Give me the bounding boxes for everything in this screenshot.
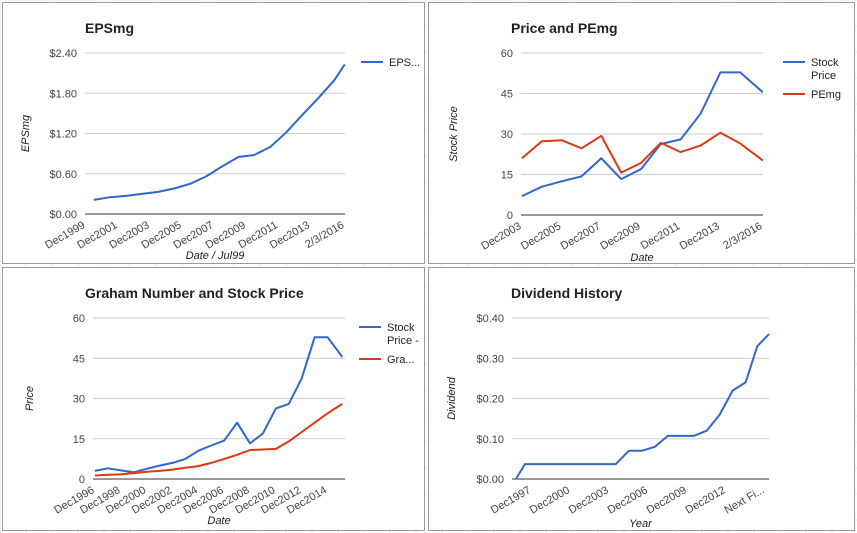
x-tick-label: 2/3/2016 — [721, 220, 764, 252]
x-tick-label: Dec2003 — [479, 220, 523, 252]
y-tick-label: 60 — [501, 48, 513, 60]
legend-label: Gra... — [387, 354, 415, 366]
y-tick-label: $0.30 — [476, 353, 504, 365]
y-tick-label: $0.40 — [476, 313, 504, 325]
x-tick-label: Dec2003 — [567, 484, 611, 516]
y-axis-title: Price — [24, 386, 36, 411]
y-tick-label: $0.00 — [49, 209, 77, 221]
y-tick-label: $0.10 — [476, 434, 504, 446]
y-tick-label: 0 — [507, 210, 513, 222]
x-tick-label: Dec2013 — [678, 220, 722, 252]
x-tick-label: Dec2012 — [684, 484, 728, 516]
chart-title: Graham Number and Stock Price — [85, 285, 304, 301]
dividend-chart-panel: Dividend History $0.00 $0.10 $0.20 $0.30 $0.4… — [428, 267, 855, 531]
y-tick-label: 45 — [501, 89, 513, 101]
y-tick-label: 30 — [501, 129, 513, 141]
chart-title: EPSmg — [85, 20, 134, 36]
y-tick-label: 15 — [73, 434, 85, 446]
x-tick-label: Dec2011 — [639, 220, 682, 252]
y-tick-label: $0.00 — [476, 474, 504, 486]
price-pe-chart-panel: Price and PEmg 0 15 30 45 60 Dec2003 Dec2005 Dec… — [428, 2, 855, 264]
legend-label-line: Price - — [387, 335, 419, 347]
x-axis-title: Date — [630, 252, 653, 264]
x-tick-label: 2/3/2016 — [303, 219, 346, 251]
x-tick-label: Dec2000 — [528, 484, 572, 516]
series-line — [94, 403, 343, 477]
x-tick-label: Dec2005 — [519, 220, 563, 252]
eps-chart: EPSmg$0.00$0.60$1.20$1.80$2.40Dec1999Dec… — [20, 20, 420, 262]
x-axis-title: Date — [207, 515, 230, 527]
x-tick-label: Dec2006 — [606, 484, 650, 516]
y-tick-label: $0.20 — [476, 394, 504, 406]
y-tick-label: 60 — [73, 313, 85, 325]
legend-label: PEmg — [811, 89, 841, 101]
y-tick-label: 30 — [73, 394, 85, 406]
eps-chart-panel: EPSmg $0.00 $0.60 $1.20 $1.80 $2.40 Dec1999 Dec… — [2, 2, 425, 264]
y-tick-label: $0.60 — [49, 169, 77, 181]
legend-label-line: Price — [811, 70, 836, 82]
y-tick-label: 15 — [501, 170, 513, 182]
graham-chart: Graham Number and Stock Price015304560De… — [24, 285, 419, 527]
y-tick-label: $1.80 — [49, 88, 77, 100]
x-tick-label: Dec2009 — [598, 220, 642, 252]
chart-title: Dividend History — [511, 285, 622, 301]
x-axis-title: Year — [629, 518, 653, 530]
y-axis-title: Dividend — [446, 376, 458, 420]
series-line — [515, 333, 770, 480]
x-tick-label: Dec1997 — [489, 484, 533, 516]
legend-label-line: Stock — [811, 57, 839, 69]
series-line — [94, 336, 344, 474]
y-axis-title: Stock Price — [448, 106, 460, 162]
y-tick-label: 45 — [73, 353, 85, 365]
chart-title: Price and PEmg — [511, 20, 618, 36]
x-tick-label: Dec2009 — [645, 484, 689, 516]
dividend-chart: Dividend History $0.00 $0.10 $0.20 $0.30 $0.4… — [446, 285, 770, 530]
y-tick-label: 0 — [79, 474, 85, 486]
graham-chart-panel: Graham Number and Stock Price 0 15 30 45 60 De… — [2, 267, 425, 531]
y-axis-title: EPSmg — [20, 114, 32, 152]
y-tick-label: $1.20 — [49, 129, 77, 141]
price-pe-chart: Price and PEmg015304560Dec2003Dec2005Dec… — [448, 20, 841, 264]
x-axis-title: Date / Jul99 — [186, 250, 245, 262]
y-tick-label: $2.40 — [49, 48, 77, 60]
series-line — [93, 63, 346, 201]
legend-label-line: Stock — [387, 322, 415, 334]
legend-label: EPS... — [389, 57, 420, 69]
series-line — [521, 131, 764, 174]
series-line — [521, 71, 764, 198]
x-tick-label: Dec2007 — [559, 220, 603, 252]
x-tick-label: Next Fi... — [722, 484, 766, 516]
